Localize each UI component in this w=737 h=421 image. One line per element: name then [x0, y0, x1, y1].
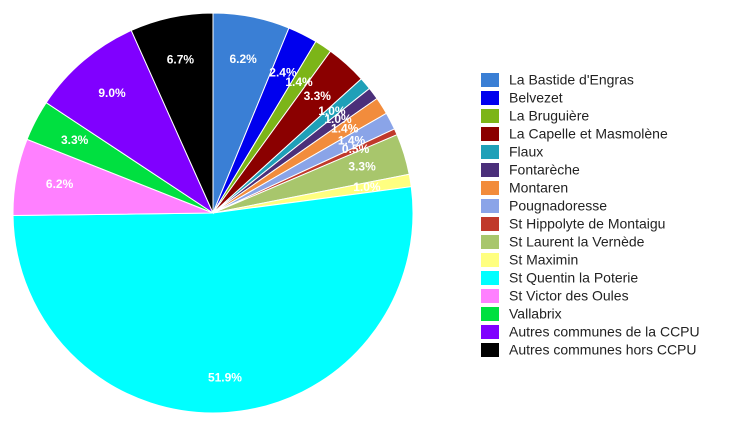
legend-label: Pougnadoresse: [509, 198, 607, 214]
legend-swatch: [481, 325, 499, 339]
legend-swatch: [481, 343, 499, 357]
legend-label: Vallabrix: [509, 306, 562, 322]
data-label: 6.2%: [230, 52, 258, 66]
legend-label: Montaren: [509, 180, 568, 196]
legend-swatch: [481, 181, 499, 195]
legend-label: Flaux: [509, 144, 543, 160]
legend-swatch: [481, 127, 499, 141]
legend-label: Autres communes hors CCPU: [509, 342, 697, 358]
pie-slice: [130, 12, 214, 214]
data-label: 6.2%: [46, 177, 74, 191]
legend-label: Belvezet: [509, 90, 563, 106]
legend-label: La Bruguière: [509, 108, 589, 124]
legend-label: St Maximin: [509, 252, 578, 268]
legend-swatch: [481, 271, 499, 285]
data-label: 51.9%: [208, 371, 242, 385]
data-label: 0.5%: [342, 142, 370, 156]
legend-swatch: [481, 253, 499, 267]
data-label: 1.0%: [318, 104, 346, 118]
legend-swatch: [481, 217, 499, 231]
legend-swatch: [481, 289, 499, 303]
legend-label: Autres communes de la CCPU: [509, 324, 700, 340]
legend-swatch: [481, 307, 499, 321]
legend-swatch: [481, 199, 499, 213]
legend-label: St Victor des Oules: [509, 288, 629, 304]
pie-slice: [45, 29, 215, 215]
legend-swatch: [481, 235, 499, 249]
legend-label: St Laurent la Vernède: [509, 234, 645, 250]
data-label: 1.0%: [353, 180, 381, 194]
data-label: 6.7%: [167, 53, 195, 67]
data-label: 3.3%: [304, 89, 332, 103]
data-label: 1.4%: [285, 75, 313, 89]
data-label: 1.4%: [331, 122, 359, 136]
data-label: 3.3%: [61, 133, 89, 147]
legend-swatch: [481, 109, 499, 123]
data-label: 2.4%: [269, 66, 297, 80]
legend-swatch: [481, 163, 499, 177]
data-label: 3.3%: [348, 159, 376, 173]
legend-swatch: [481, 73, 499, 87]
data-label: 9.0%: [98, 86, 126, 100]
legend-label: Fontarèche: [509, 162, 580, 178]
pie-slice: [12, 186, 414, 414]
legend-label: St Hippolyte de Montaigu: [509, 216, 665, 232]
legend-swatch: [481, 91, 499, 105]
legend-label: La Capelle et Masmolène: [509, 126, 668, 142]
legend-label: La Bastide d'Engras: [509, 72, 634, 88]
data-label: 1.4%: [338, 133, 366, 147]
legend-label: St Quentin la Poterie: [509, 270, 638, 286]
legend-swatch: [481, 145, 499, 159]
data-label: 1.0%: [324, 112, 352, 126]
